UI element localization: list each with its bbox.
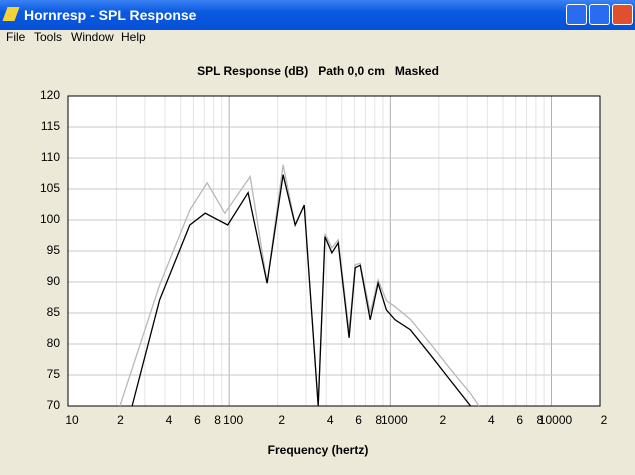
y-tick-label: 75 [47, 367, 61, 381]
x-tick-label: 1000 [381, 413, 408, 427]
x-tick-label: 8 [375, 413, 382, 427]
menu-item[interactable]: Window [71, 30, 114, 44]
x-axis-label: Frequency (hertz) [268, 443, 369, 457]
chart-title: SPL Response (dB) Path 0,0 cm Masked [197, 64, 439, 78]
y-tick-label: 115 [41, 119, 60, 133]
menu-item[interactable]: Tools [34, 30, 63, 44]
menu-bar: File Tools Window Help [0, 30, 635, 44]
title-bar: Hornresp - SPL Response [0, 0, 635, 30]
y-tick-label: 105 [40, 181, 60, 195]
x-tick-label: 10 [65, 413, 79, 427]
window-title: Hornresp - SPL Response [24, 7, 197, 23]
x-tick-label: 2 [439, 413, 446, 427]
app-icon [2, 7, 20, 21]
x-tick-label: 2 [278, 413, 285, 427]
chart: SPL Response (dB) Path 0,0 cm Masked Fre… [40, 64, 608, 457]
x-tick-label: 10000 [539, 413, 573, 427]
x-tick-label: 6 [194, 413, 201, 427]
close-button[interactable] [612, 4, 633, 25]
x-tick-label: 2 [601, 413, 608, 427]
x-tick-label: 8 [214, 413, 221, 427]
x-tick-label: 6 [516, 413, 523, 427]
x-tick-label: 4 [327, 413, 334, 427]
y-tick-label: 85 [47, 305, 61, 319]
y-tick-label: 100 [40, 212, 60, 226]
y-tick-label: 80 [47, 336, 61, 350]
x-tick-label: 100 [223, 413, 243, 427]
y-tick-label: 120 [40, 88, 60, 102]
plot-border [67, 95, 601, 407]
series-line [131, 174, 472, 407]
x-tick-label: 6 [355, 413, 362, 427]
x-tick-label: 4 [488, 413, 495, 427]
y-tick-label: 90 [47, 274, 61, 288]
x-tick-label: 4 [166, 413, 173, 427]
menu-item[interactable]: File [6, 30, 26, 44]
menu-item[interactable]: Help [121, 30, 146, 44]
x-tick-label: 8 [537, 413, 544, 427]
y-tick-label: 70 [47, 398, 61, 412]
x-tick-label: 2 [117, 413, 124, 427]
y-tick-label: 95 [47, 243, 61, 257]
minimize-button[interactable] [566, 4, 587, 25]
series-line [119, 164, 480, 407]
y-tick-label: 110 [41, 150, 60, 164]
maximize-button[interactable] [589, 4, 610, 25]
